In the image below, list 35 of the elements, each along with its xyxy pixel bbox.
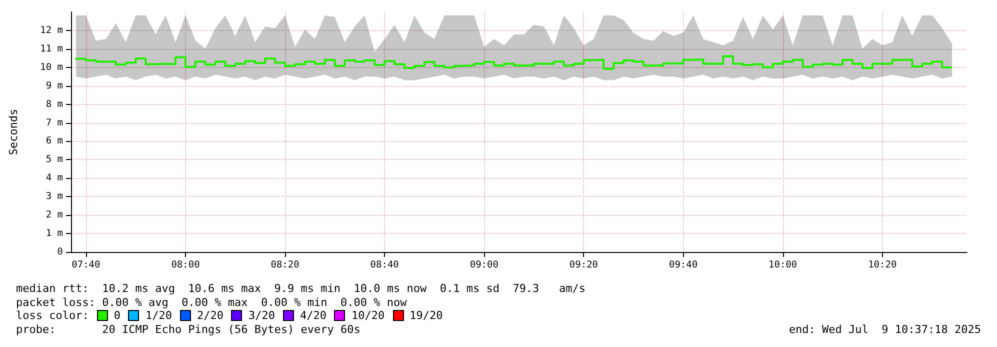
legend-label: 0 xyxy=(114,309,120,322)
y-tick-label: 10 m xyxy=(40,62,64,73)
x-tick-label: 10:00 xyxy=(768,260,798,270)
legend-label: 1/20 xyxy=(145,309,172,322)
y-tick-label: 0 xyxy=(57,246,64,258)
legend-label: 2/20 xyxy=(196,309,224,322)
x-tick-label: 10:20 xyxy=(868,260,897,270)
text: probe: 20 ICMP Echo Pings (56 Bytes) every 60s xyxy=(16,322,360,336)
x-tick-label: 08:00 xyxy=(171,260,200,270)
legend-title: loss color: xyxy=(16,309,89,322)
x-tick-label: 09:40 xyxy=(668,260,698,270)
y-tick-label: 2 m xyxy=(46,210,64,221)
legend-label: 19/20 xyxy=(410,309,443,322)
y-tick-label: 8 m xyxy=(46,98,64,110)
text: packet loss: 0.00 % avg 0.00 % max 0.00 % min 0.00 % now xyxy=(16,296,407,309)
y-tick-label: 9 m xyxy=(46,80,64,92)
y-tick-label: 11 m xyxy=(40,43,64,54)
y-tick-label: 7 m xyxy=(46,117,64,128)
text: median rtt: 10.2 ms avg 10.6 ms max 9.9 ms min 10.0 ms now 0.1 ms sd 79.3 am/s xyxy=(16,282,586,296)
x-tick-label: 08:40 xyxy=(370,260,400,270)
legend-label: 10/20 xyxy=(351,309,385,322)
text: end: Wed Jul 9 10:37:18 2025 xyxy=(788,322,981,336)
legend-label: 4/20 xyxy=(300,309,326,322)
y-tick-label: 5 m xyxy=(46,154,64,166)
y-tick-label: 4 m xyxy=(46,172,64,184)
y-axis-title: Seconds xyxy=(7,108,20,156)
x-tick-label: 08:20 xyxy=(270,260,300,270)
x-tick-label: 07:40 xyxy=(72,260,101,270)
x-tick-label: 09:20 xyxy=(569,260,598,270)
x-tick-label: 09:00 xyxy=(470,260,499,270)
legend-label: 3/20 xyxy=(248,309,275,322)
y-tick-label: 6 m xyxy=(46,136,64,147)
y-tick-label: 3 m xyxy=(46,191,64,202)
y-tick-label: 1 m xyxy=(46,228,64,240)
y-tick-label: 12 m xyxy=(40,24,64,36)
